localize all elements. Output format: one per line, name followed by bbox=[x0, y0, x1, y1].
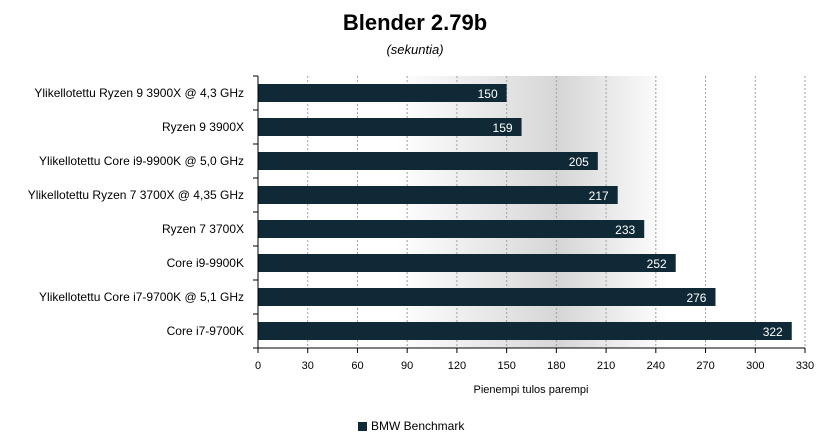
category-label: Ylikellotettu Ryzen 7 3700X @ 4,35 GHz bbox=[28, 188, 244, 202]
x-tick-label: 60 bbox=[351, 360, 363, 372]
bar bbox=[258, 152, 598, 170]
category-label: Ylikellotettu Ryzen 9 3900X @ 4,3 GHz bbox=[34, 86, 244, 100]
category-label: Core i9-9900K bbox=[167, 256, 244, 270]
legend-swatch bbox=[358, 421, 367, 431]
bar bbox=[258, 186, 618, 204]
category-label: Core i7-9700K bbox=[167, 324, 244, 338]
bar bbox=[258, 254, 676, 272]
x-tick-label: 90 bbox=[401, 360, 413, 372]
plot-area bbox=[258, 76, 805, 348]
x-tick-label: 300 bbox=[746, 360, 764, 372]
chart-title: Blender 2.79b bbox=[342, 10, 488, 35]
bar bbox=[258, 84, 507, 102]
category-label: Ryzen 7 3700X bbox=[162, 222, 244, 236]
category-label: Ylikellotettu Core i9-9900K @ 5,0 GHz bbox=[39, 154, 244, 168]
category-label: Ryzen 9 3900X bbox=[162, 120, 244, 134]
x-tick-label: 330 bbox=[796, 360, 814, 372]
x-tick-label: 180 bbox=[547, 360, 565, 372]
bar bbox=[258, 322, 792, 340]
bar-value-label: 217 bbox=[589, 189, 609, 203]
x-tick-label: 210 bbox=[597, 360, 615, 372]
bar-value-label: 205 bbox=[569, 155, 589, 169]
x-tick-label: 150 bbox=[497, 360, 515, 372]
legend: BMW Benchmark bbox=[358, 419, 464, 433]
bars: 150 159 205 217 233 252 276 322 bbox=[258, 84, 792, 340]
bar bbox=[258, 220, 645, 238]
x-tick-label: 240 bbox=[647, 360, 665, 372]
plot-background bbox=[258, 76, 805, 348]
category-labels: Ylikellotettu Ryzen 9 3900X @ 4,3 GHz Ryz… bbox=[28, 86, 244, 338]
bar-value-label: 252 bbox=[647, 257, 667, 271]
x-tick-label: 270 bbox=[696, 360, 714, 372]
x-tick-labels: 0 30 60 90 120 150 180 210 240 270 300 330 bbox=[255, 360, 814, 372]
bar bbox=[258, 118, 522, 136]
chart-subtitle: (sekuntia) bbox=[386, 42, 444, 57]
x-tick-label: 30 bbox=[302, 360, 314, 372]
bar-value-label: 159 bbox=[493, 121, 513, 135]
bar-value-label: 150 bbox=[478, 87, 498, 101]
axes bbox=[253, 75, 806, 353]
bar-value-label: 276 bbox=[686, 291, 706, 305]
x-tick-label: 120 bbox=[448, 360, 466, 372]
bar bbox=[258, 288, 716, 306]
category-label: Ylikellotettu Core i7-9700K @ 5,1 GHz bbox=[39, 290, 244, 304]
bar-value-label: 233 bbox=[615, 223, 635, 237]
bar-value-label: 322 bbox=[763, 325, 783, 339]
x-axis-label: Pienempi tulos parempi bbox=[474, 384, 589, 396]
legend-label: BMW Benchmark bbox=[371, 419, 465, 433]
x-tick-label: 0 bbox=[255, 360, 261, 372]
